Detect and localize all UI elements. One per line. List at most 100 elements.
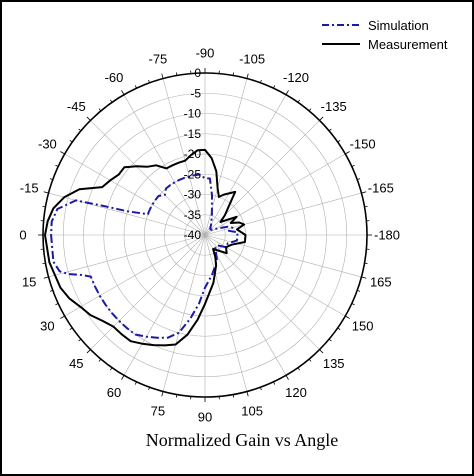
angle-tick-label: 165 bbox=[370, 275, 392, 290]
angle-tick-label: 45 bbox=[69, 356, 83, 371]
series-simulation-line bbox=[50, 173, 239, 339]
outer-tick-mark bbox=[78, 338, 82, 342]
angle-tick-label: -15 bbox=[20, 180, 39, 195]
series-measurement-line bbox=[44, 148, 247, 347]
angle-tick-label: -45 bbox=[67, 99, 86, 114]
radial-tick-label: -5 bbox=[190, 86, 201, 100]
angle-tick-label: -75 bbox=[149, 52, 168, 67]
outer-tick-mark bbox=[55, 164, 59, 167]
polar-grid bbox=[38, 68, 372, 402]
outer-tick-mark bbox=[232, 72, 235, 76]
outer-tick-mark bbox=[328, 338, 332, 342]
outer-tick-mark bbox=[297, 367, 300, 371]
radial-tick-label: -40 bbox=[184, 228, 202, 242]
outer-tick-mark bbox=[357, 178, 361, 180]
angle-tick-label: -120 bbox=[283, 70, 309, 85]
angle-tick-label: 0 bbox=[19, 228, 26, 243]
outer-tick-mark bbox=[43, 276, 49, 279]
outer-tick-mark bbox=[134, 85, 137, 89]
legend-simulation-label: Simulation bbox=[368, 18, 429, 33]
outer-tick-mark bbox=[148, 387, 150, 391]
grid-ring bbox=[103, 133, 307, 337]
outer-tick-mark bbox=[78, 128, 82, 132]
outer-tick-mark bbox=[69, 327, 73, 330]
outer-tick-mark bbox=[308, 108, 312, 112]
grid-ring bbox=[143, 173, 267, 297]
angle-tick-label: -150 bbox=[350, 137, 376, 152]
outer-tick-mark bbox=[364, 262, 368, 265]
outer-tick-mark bbox=[351, 303, 355, 306]
grid-ring bbox=[83, 113, 327, 357]
radial-tick-label: -20 bbox=[184, 147, 202, 161]
legend-measurement-label: Measurement bbox=[368, 37, 448, 52]
angle-tick-label: -30 bbox=[38, 137, 57, 152]
outer-tick-mark bbox=[232, 394, 235, 398]
series-layer bbox=[44, 148, 247, 347]
outer-tick-mark bbox=[351, 164, 355, 167]
angle-tick-label: -165 bbox=[368, 180, 394, 195]
outer-tick-mark bbox=[273, 381, 276, 385]
angle-tick-label: 90 bbox=[198, 410, 212, 425]
outer-tick-mark bbox=[337, 327, 341, 330]
legend-box bbox=[316, 11, 466, 57]
outer-tick-mark bbox=[134, 381, 137, 385]
outer-tick-mark bbox=[308, 358, 312, 362]
outer-tick-mark bbox=[246, 73, 249, 79]
outer-tick-mark bbox=[161, 73, 164, 79]
outer-tick-mark bbox=[98, 358, 102, 362]
angle-tick-label: 60 bbox=[107, 385, 121, 400]
outer-tick-mark bbox=[260, 387, 262, 391]
outer-tick-mark bbox=[285, 90, 289, 95]
grid-ring bbox=[184, 214, 226, 256]
outer-tick-mark bbox=[49, 178, 53, 180]
outer-tick-mark bbox=[273, 85, 276, 89]
angle-tick-label: 15 bbox=[22, 275, 36, 290]
outer-tick-mark bbox=[345, 315, 350, 319]
angle-tick-label: 150 bbox=[352, 319, 374, 334]
outer-tick-mark bbox=[121, 375, 125, 380]
outer-tick-mark bbox=[60, 151, 65, 155]
outer-tick-mark bbox=[364, 205, 368, 208]
radial-tick-label: 0 bbox=[194, 66, 201, 80]
outer-tick-mark bbox=[161, 391, 164, 397]
radial-tick-label: -30 bbox=[184, 188, 202, 202]
outer-tick-mark bbox=[42, 205, 46, 208]
angle-tick-label: -135 bbox=[321, 99, 347, 114]
legend: Simulation Measurement bbox=[316, 11, 466, 57]
radial-tick-label: -15 bbox=[184, 127, 202, 141]
angle-tick-label: -105 bbox=[239, 52, 265, 67]
outer-tick-mark bbox=[337, 140, 341, 143]
angle-tick-label: 135 bbox=[323, 356, 345, 371]
outer-tick-mark bbox=[42, 262, 46, 265]
outer-tick-mark bbox=[260, 79, 262, 83]
outer-tick-mark bbox=[148, 79, 150, 83]
angle-tick-label: -60 bbox=[105, 70, 124, 85]
outer-tick-mark bbox=[328, 128, 332, 132]
outer-tick-mark bbox=[297, 99, 300, 103]
chart-title: Normalized Gain vs Angle bbox=[145, 430, 339, 450]
outer-tick-mark bbox=[43, 191, 49, 194]
grid-ring bbox=[62, 92, 348, 378]
outer-tick-mark bbox=[357, 290, 361, 292]
outer-tick-mark bbox=[69, 140, 73, 143]
outer-tick-mark bbox=[55, 303, 59, 306]
tick-labels: -90 -105-120-135-150-165-1801651501351201… bbox=[19, 46, 400, 425]
outer-tick-mark bbox=[86, 116, 91, 121]
angle-tick-label: 30 bbox=[40, 319, 54, 334]
outer-tick-mark bbox=[361, 191, 367, 194]
angle-tick-label: 105 bbox=[241, 403, 263, 418]
angle-tick-label: -90 bbox=[196, 46, 215, 61]
outer-tick-mark bbox=[319, 349, 324, 354]
outer-tick-mark bbox=[86, 349, 91, 354]
outer-tick-mark bbox=[98, 108, 102, 112]
angle-tick-label: -180 bbox=[374, 228, 400, 243]
outer-tick-mark bbox=[110, 367, 113, 371]
grid-ring bbox=[123, 153, 287, 317]
outer-tick-mark bbox=[361, 276, 367, 279]
outer-tick-mark bbox=[246, 391, 249, 397]
radial-tick-label: -25 bbox=[184, 167, 202, 181]
outer-tick-mark bbox=[110, 99, 113, 103]
outer-tick-mark bbox=[60, 315, 65, 319]
